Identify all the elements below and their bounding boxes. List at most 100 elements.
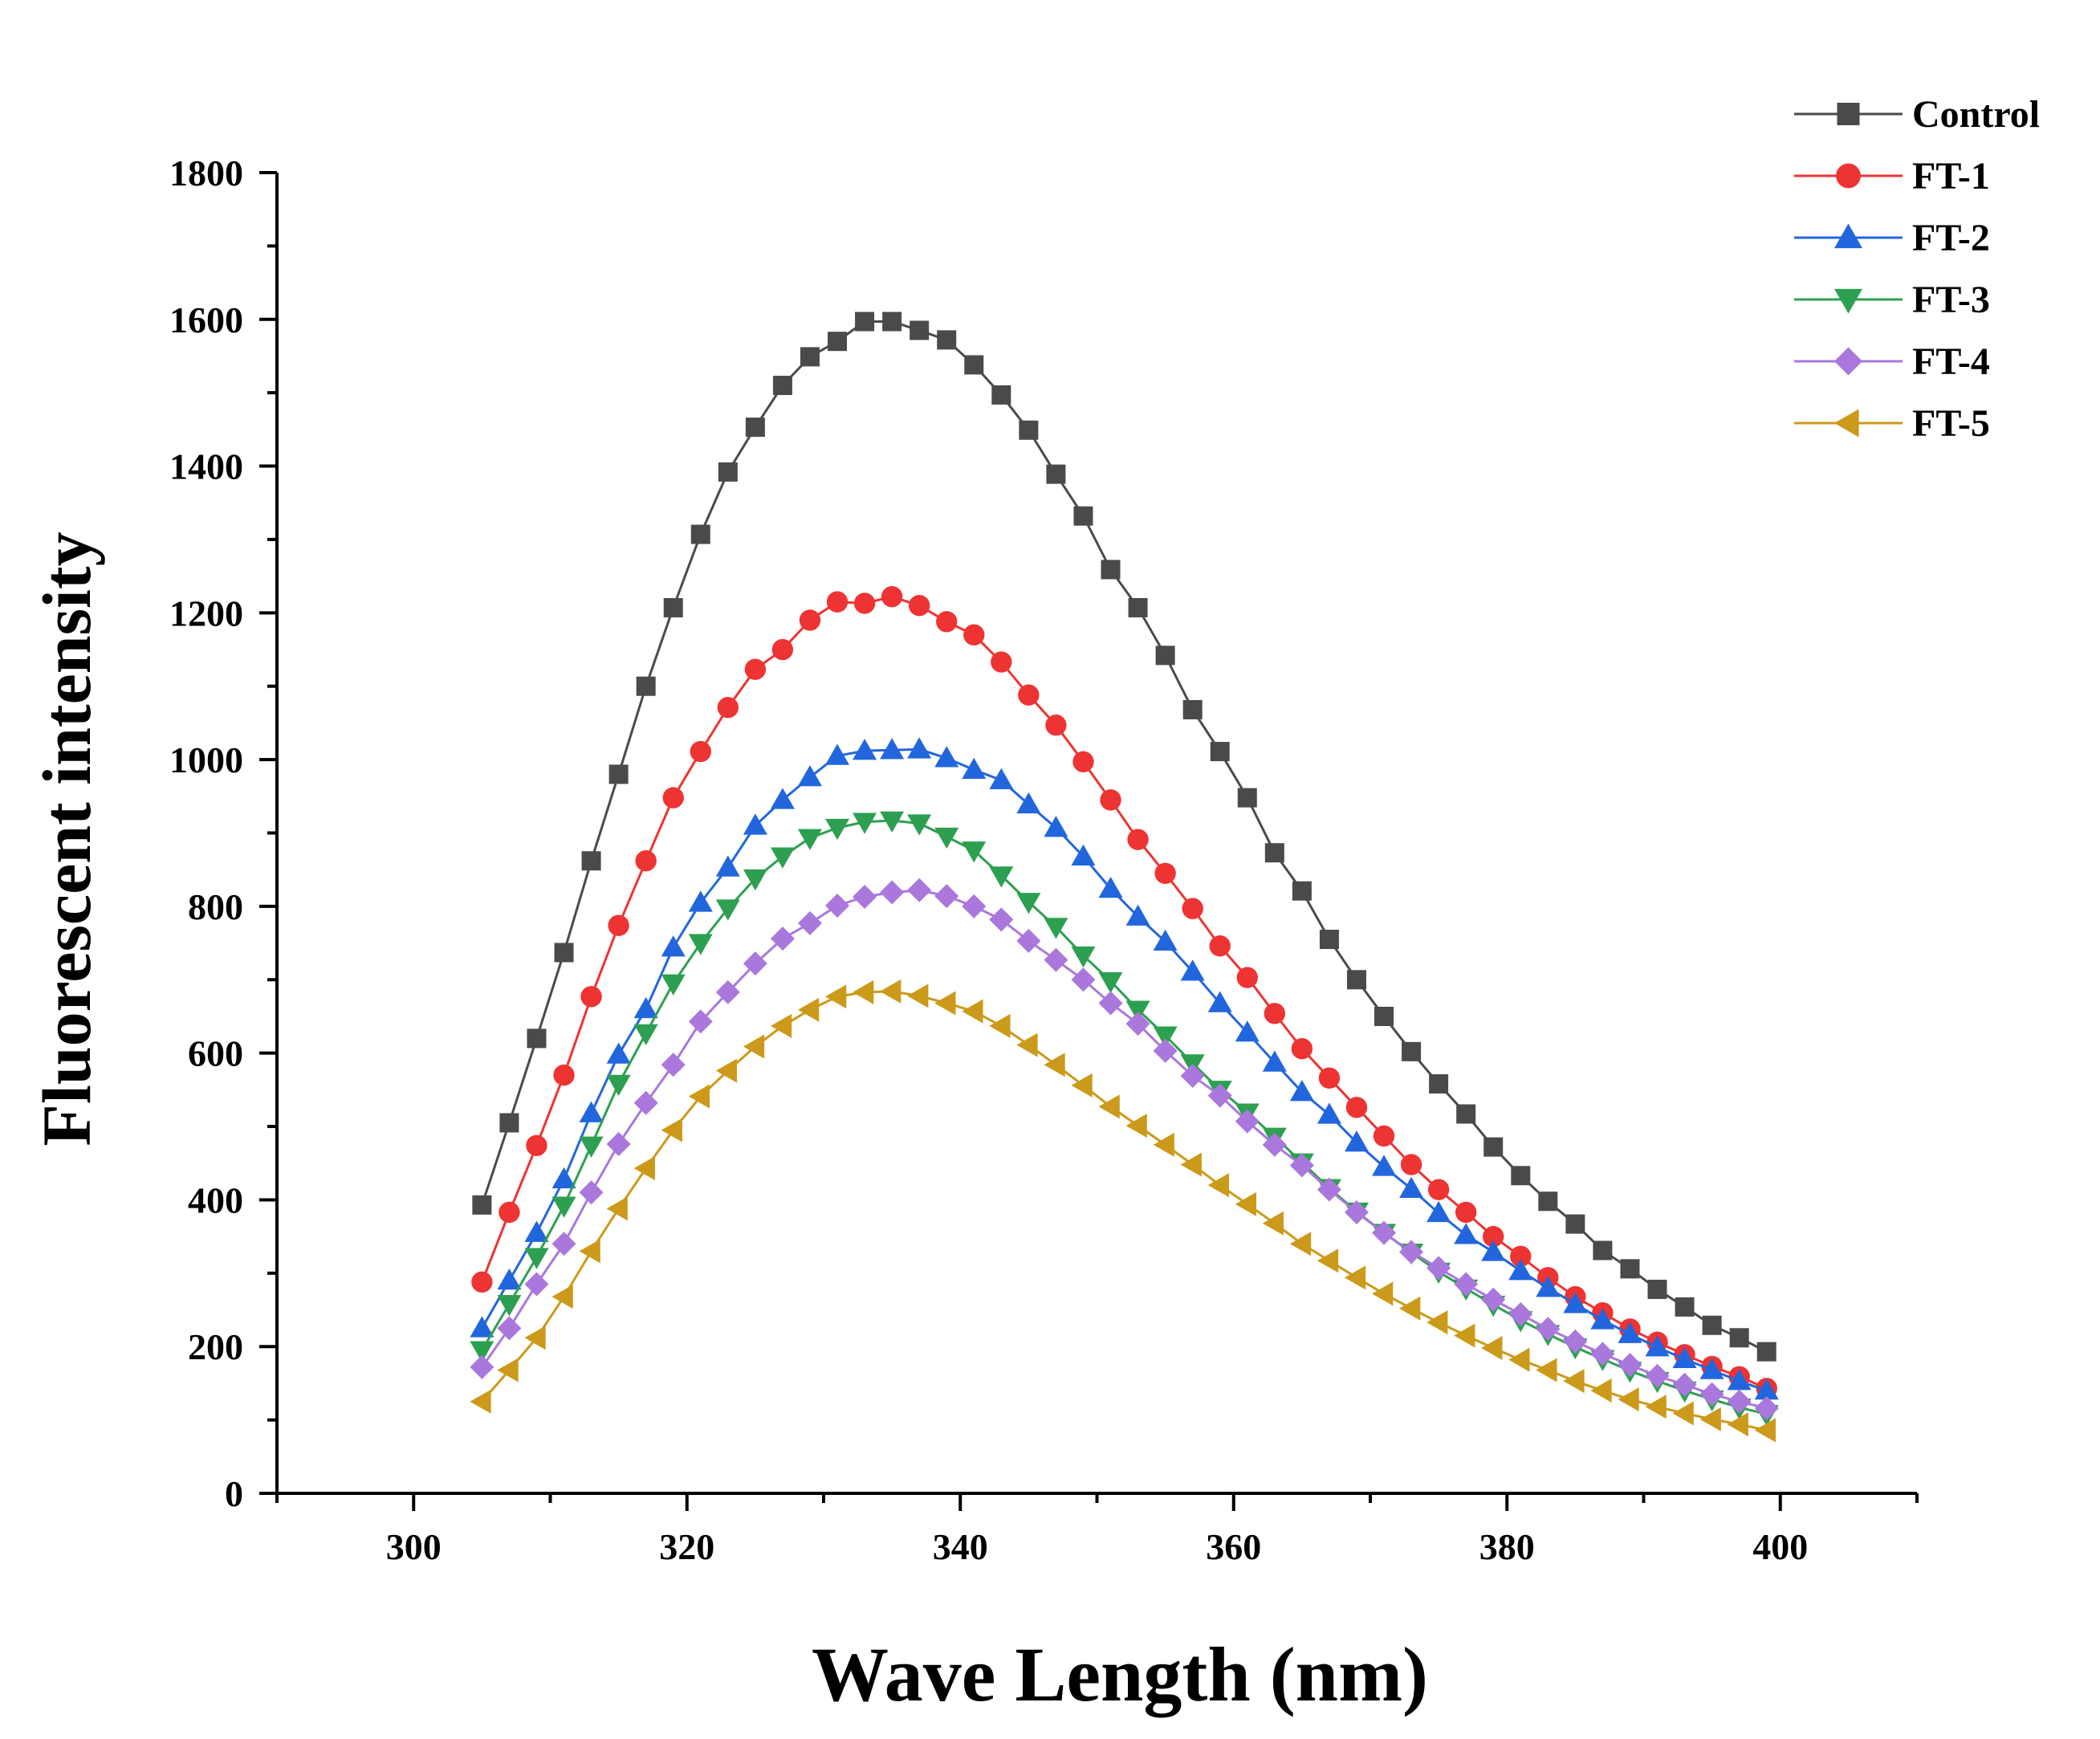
data-point bbox=[797, 829, 822, 850]
data-point bbox=[936, 611, 958, 633]
data-point bbox=[470, 1354, 494, 1379]
data-point bbox=[551, 1196, 576, 1218]
data-point bbox=[1454, 1223, 1479, 1244]
data-point bbox=[1072, 751, 1094, 773]
data-point bbox=[1182, 898, 1203, 919]
data-point bbox=[1289, 1153, 1314, 1178]
data-point bbox=[1125, 904, 1150, 926]
data-point bbox=[1426, 1310, 1448, 1335]
data-point bbox=[1618, 1387, 1639, 1412]
data-point bbox=[1427, 1179, 1450, 1200]
data-point bbox=[797, 997, 820, 1022]
data-point bbox=[1675, 1297, 1695, 1317]
data-point bbox=[934, 746, 959, 768]
data-point bbox=[1264, 1003, 1286, 1024]
data-point bbox=[715, 855, 740, 877]
data-point bbox=[1727, 1369, 1752, 1391]
data-point bbox=[1207, 991, 1232, 1012]
data-point bbox=[1073, 506, 1093, 526]
legend-label: FT-3 bbox=[1912, 279, 1990, 321]
data-point bbox=[1399, 1296, 1421, 1321]
data-point bbox=[1236, 967, 1258, 988]
data-point bbox=[524, 1248, 549, 1269]
legend-label: FT-4 bbox=[1912, 340, 1990, 383]
data-point bbox=[1426, 1256, 1451, 1281]
data-point bbox=[1289, 1080, 1314, 1102]
data-point bbox=[1016, 1032, 1038, 1057]
data-point bbox=[579, 1239, 600, 1264]
data-point bbox=[1483, 1225, 1504, 1248]
data-point bbox=[934, 991, 956, 1016]
data-point bbox=[825, 893, 850, 918]
data-point bbox=[1262, 1132, 1287, 1157]
data-point bbox=[551, 1232, 576, 1256]
data-point bbox=[826, 591, 849, 613]
data-point bbox=[1456, 1104, 1476, 1124]
data-point bbox=[1536, 1358, 1557, 1383]
data-point bbox=[1754, 1379, 1779, 1400]
data-point bbox=[989, 907, 1014, 932]
data-point bbox=[880, 811, 905, 833]
data-point bbox=[497, 1358, 519, 1383]
data-point bbox=[1128, 597, 1148, 617]
series-line bbox=[480, 320, 1768, 1353]
legend-label: FT-1 bbox=[1912, 155, 1990, 198]
data-point bbox=[1153, 1132, 1174, 1157]
data-point bbox=[799, 609, 821, 631]
x-tick-label: 340 bbox=[933, 1526, 988, 1567]
data-point bbox=[1672, 1401, 1694, 1426]
data-point bbox=[608, 764, 629, 784]
data-point bbox=[1344, 1130, 1369, 1152]
data-point bbox=[1319, 930, 1339, 950]
data-point bbox=[470, 1341, 494, 1362]
data-point bbox=[715, 899, 740, 921]
data-point bbox=[1098, 1094, 1120, 1119]
data-point bbox=[1016, 792, 1041, 814]
data-point bbox=[606, 1042, 631, 1064]
data-point bbox=[1672, 1372, 1697, 1397]
data-point bbox=[715, 979, 740, 1004]
data-point bbox=[1125, 1114, 1147, 1138]
data-point bbox=[1291, 1037, 1313, 1060]
data-point bbox=[526, 1134, 547, 1157]
data-point bbox=[1044, 947, 1068, 972]
data-point bbox=[1180, 1152, 1202, 1177]
data-point bbox=[688, 890, 713, 912]
data-point bbox=[1454, 1323, 1475, 1348]
data-point bbox=[1153, 1038, 1178, 1063]
data-point bbox=[1563, 1329, 1588, 1354]
data-point bbox=[1481, 1336, 1503, 1361]
data-point bbox=[524, 1326, 546, 1350]
legend-entry: FT-5 bbox=[1794, 402, 1990, 445]
data-point bbox=[661, 1118, 682, 1142]
data-point bbox=[470, 1316, 494, 1338]
data-point bbox=[853, 812, 877, 834]
data-point bbox=[908, 594, 930, 617]
data-point bbox=[661, 1053, 686, 1077]
data-point bbox=[1672, 1346, 1697, 1369]
data-point bbox=[1400, 1154, 1422, 1175]
data-point bbox=[1019, 420, 1039, 440]
x-axis-title: Wave Length (nm) bbox=[812, 1631, 1428, 1717]
data-point bbox=[825, 984, 847, 1009]
data-point bbox=[1399, 1176, 1424, 1198]
data-point bbox=[1209, 935, 1231, 957]
legend-label: Control bbox=[1912, 93, 2040, 136]
data-point bbox=[1483, 1137, 1504, 1157]
data-point bbox=[880, 738, 905, 760]
data-point bbox=[825, 743, 850, 765]
data-point bbox=[1455, 1201, 1477, 1224]
data-point bbox=[797, 765, 822, 787]
data-point bbox=[1426, 1200, 1451, 1223]
data-point bbox=[499, 1113, 519, 1133]
axes: 0 200 400 600 800 1000 1200 1400 1600 1800 300 320 3… bbox=[169, 153, 1919, 1567]
data-point bbox=[772, 376, 792, 396]
data-point bbox=[1016, 893, 1041, 914]
data-point bbox=[1235, 1109, 1260, 1134]
data-point bbox=[744, 658, 767, 680]
data-point bbox=[1481, 1240, 1506, 1261]
data-point bbox=[524, 1272, 549, 1297]
data-point bbox=[688, 934, 713, 955]
data-point bbox=[907, 814, 932, 836]
